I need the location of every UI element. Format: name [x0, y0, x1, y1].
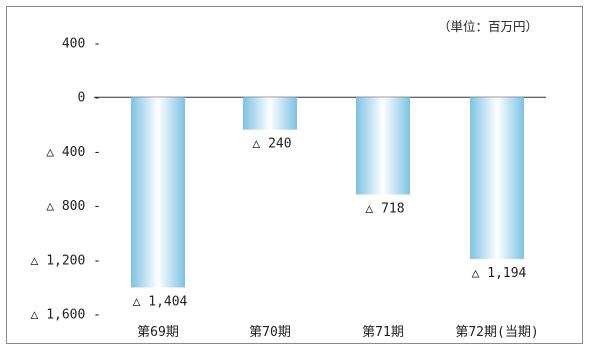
- bar: [470, 97, 524, 259]
- x-category-label: 第70期: [249, 325, 291, 340]
- y-tick-label: 400 -: [62, 37, 101, 52]
- y-tick-label: △ 1,200 -: [31, 253, 101, 268]
- y-tick-label: △ 1,600 -: [31, 308, 101, 323]
- y-tick-label: △ 400 -: [46, 145, 101, 160]
- x-category-label: 第71期: [362, 325, 404, 340]
- y-tick-label: 0 -: [78, 91, 101, 106]
- bar: [356, 97, 410, 195]
- bar: [131, 97, 185, 288]
- bar-value-label: △ 1,194: [472, 266, 527, 281]
- x-category-label: 第72期(当期): [455, 325, 538, 340]
- y-tick-label: △ 800 -: [46, 199, 101, 214]
- unit-note: （単位：百万円）: [438, 19, 539, 34]
- bar-value-label: △ 718: [365, 201, 404, 216]
- bar-value-label: △ 240: [252, 137, 291, 152]
- bar-value-label: △ 1,404: [133, 294, 188, 309]
- bar: [243, 97, 297, 130]
- x-category-label: 第69期: [137, 325, 179, 340]
- chart-frame: [6, 6, 583, 344]
